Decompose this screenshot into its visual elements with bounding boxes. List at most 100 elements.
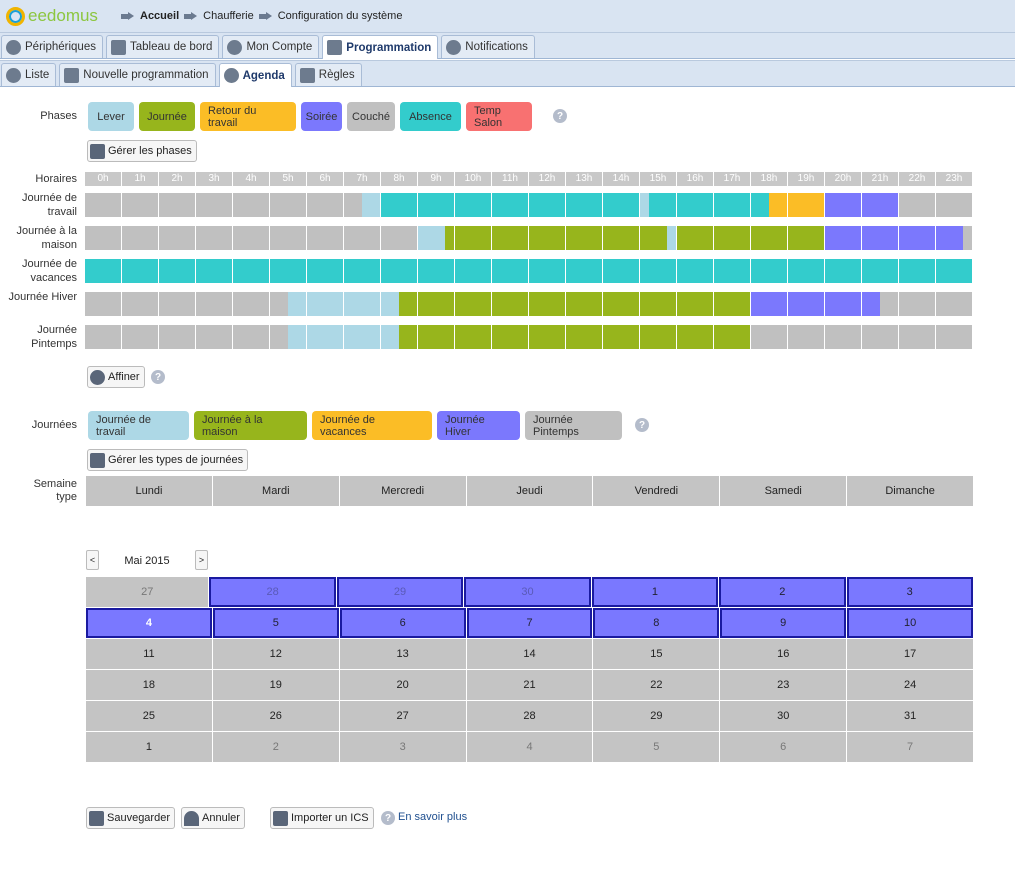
logo[interactable]: eedomus [6, 6, 98, 26]
hour-cell[interactable] [307, 259, 343, 283]
hour-cell[interactable] [85, 259, 121, 283]
hour-cell[interactable] [307, 193, 343, 217]
calendar-day[interactable]: 21 [466, 670, 593, 700]
chip-soirée[interactable]: Soirée [301, 102, 342, 131]
hour-cell[interactable] [714, 292, 750, 316]
calendar-day[interactable]: 12 [212, 639, 339, 669]
hour-cell[interactable] [751, 292, 787, 316]
hour-cell[interactable] [529, 226, 565, 250]
hour-cell[interactable] [640, 259, 676, 283]
tab-mon-compte[interactable]: Mon Compte [222, 35, 320, 58]
hour-cell[interactable] [825, 259, 861, 283]
prev-month-button[interactable]: < [86, 550, 99, 570]
hour-cell[interactable] [381, 292, 417, 316]
hour-cell[interactable] [677, 292, 713, 316]
hour-cell[interactable] [714, 259, 750, 283]
hour-cell[interactable] [122, 292, 158, 316]
hour-cell[interactable] [714, 226, 750, 250]
hour-cell[interactable] [788, 193, 824, 217]
breadcrumb-item[interactable]: Chaufferie [203, 10, 254, 22]
hour-cell[interactable] [492, 292, 528, 316]
calendar-day[interactable]: 3 [846, 577, 973, 607]
breadcrumb-item[interactable]: Configuration du système [277, 10, 403, 22]
hour-cell[interactable] [159, 193, 195, 217]
hour-cell[interactable] [603, 292, 639, 316]
hour-cell[interactable] [418, 226, 454, 250]
chip-journée-pintemps[interactable]: Journée Pintemps [525, 411, 622, 440]
hour-cell[interactable] [751, 325, 787, 349]
hour-cell[interactable] [788, 226, 824, 250]
calendar-day[interactable]: 1 [86, 732, 212, 762]
calendar-day[interactable]: 7 [466, 608, 593, 638]
hour-cell[interactable] [270, 325, 306, 349]
hour-cell[interactable] [529, 292, 565, 316]
calendar-day[interactable]: 22 [593, 670, 720, 700]
calendar-day[interactable]: 28 [466, 701, 593, 731]
tab-périphériques[interactable]: Périphériques [1, 35, 103, 58]
hour-cell[interactable] [196, 226, 232, 250]
schedule-row[interactable] [85, 259, 973, 283]
help-icon[interactable]: ? [635, 418, 649, 432]
tab-nouvelle-programmation[interactable]: Nouvelle programmation [59, 63, 216, 86]
schedule-row[interactable] [85, 226, 973, 250]
hour-cell[interactable] [936, 325, 972, 349]
calendar-day[interactable]: 2 [719, 577, 846, 607]
hour-cell[interactable] [270, 292, 306, 316]
hour-cell[interactable] [825, 292, 861, 316]
hour-cell[interactable] [899, 193, 935, 217]
hour-cell[interactable] [862, 325, 898, 349]
calendar-day[interactable]: 4 [86, 608, 212, 638]
calendar-day[interactable]: 23 [720, 670, 847, 700]
hour-cell[interactable] [85, 226, 121, 250]
hour-cell[interactable] [307, 325, 343, 349]
hour-cell[interactable] [418, 325, 454, 349]
tab-règles[interactable]: Règles [294, 63, 362, 86]
hour-cell[interactable] [936, 193, 972, 217]
hour-cell[interactable] [418, 259, 454, 283]
hour-cell[interactable] [677, 325, 713, 349]
hour-cell[interactable] [455, 193, 491, 217]
calendar-day[interactable]: 2 [212, 732, 339, 762]
calendar-day[interactable]: 20 [339, 670, 466, 700]
week-day-3[interactable]: Jeudi [466, 476, 593, 506]
hour-cell[interactable] [270, 226, 306, 250]
hour-cell[interactable] [751, 259, 787, 283]
hour-cell[interactable] [936, 259, 972, 283]
calendar-day[interactable]: 16 [720, 639, 847, 669]
calendar-day[interactable]: 8 [593, 608, 720, 638]
chip-journée-de-vacances[interactable]: Journée de vacances [312, 411, 432, 440]
calendar-day[interactable]: 19 [212, 670, 339, 700]
hour-cell[interactable] [196, 259, 232, 283]
next-month-button[interactable]: > [195, 550, 208, 570]
hour-cell[interactable] [233, 325, 269, 349]
cancel-button[interactable]: Annuler [181, 807, 245, 829]
hour-cell[interactable] [159, 259, 195, 283]
chip-lever[interactable]: Lever [88, 102, 134, 131]
calendar-day[interactable]: 18 [86, 670, 212, 700]
hour-cell[interactable] [233, 193, 269, 217]
calendar-day[interactable]: 17 [847, 639, 974, 669]
hour-cell[interactable] [529, 193, 565, 217]
refine-button[interactable]: Affiner [87, 366, 145, 388]
chip-couché[interactable]: Couché [347, 102, 395, 131]
hour-cell[interactable] [825, 325, 861, 349]
hour-cell[interactable] [788, 259, 824, 283]
calendar-day[interactable]: 4 [466, 732, 593, 762]
tab-liste[interactable]: Liste [1, 63, 57, 86]
hour-cell[interactable] [529, 325, 565, 349]
hour-cell[interactable] [85, 193, 121, 217]
chip-retour-du-travail[interactable]: Retour du travail [200, 102, 296, 131]
hour-cell[interactable] [492, 259, 528, 283]
tab-agenda[interactable]: Agenda [218, 63, 292, 87]
calendar-day[interactable]: 1 [591, 577, 719, 607]
hour-cell[interactable] [381, 193, 417, 217]
hour-cell[interactable] [270, 259, 306, 283]
hour-cell[interactable] [751, 193, 787, 217]
hour-cell[interactable] [862, 259, 898, 283]
hour-cell[interactable] [344, 325, 380, 349]
tab-notifications[interactable]: Notifications [441, 35, 535, 58]
hour-cell[interactable] [344, 259, 380, 283]
hour-cell[interactable] [455, 325, 491, 349]
hour-cell[interactable] [492, 193, 528, 217]
chip-journée-hiver[interactable]: Journée Hiver [437, 411, 520, 440]
